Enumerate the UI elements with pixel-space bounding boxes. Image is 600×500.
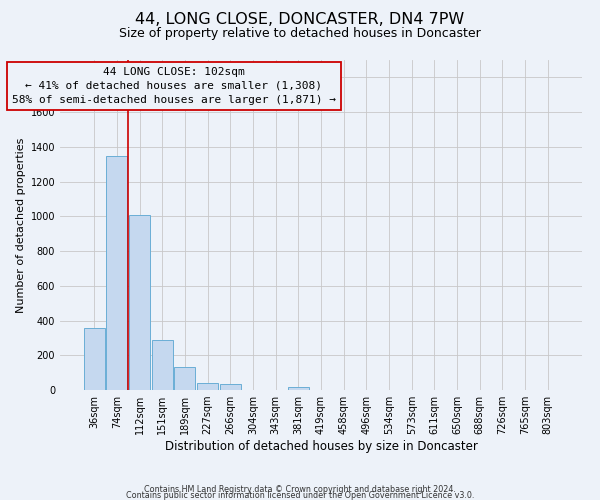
Text: 44 LONG CLOSE: 102sqm
← 41% of detached houses are smaller (1,308)
58% of semi-d: 44 LONG CLOSE: 102sqm ← 41% of detached … [11, 67, 335, 105]
Bar [84, 328, 104, 390]
Text: 44, LONG CLOSE, DONCASTER, DN4 7PW: 44, LONG CLOSE, DONCASTER, DN4 7PW [136, 12, 464, 28]
Bar [220, 384, 241, 390]
Bar [197, 383, 218, 390]
Text: Contains HM Land Registry data © Crown copyright and database right 2024.: Contains HM Land Registry data © Crown c… [144, 484, 456, 494]
Bar [175, 368, 196, 390]
Bar [152, 340, 173, 390]
X-axis label: Distribution of detached houses by size in Doncaster: Distribution of detached houses by size … [164, 440, 478, 453]
Y-axis label: Number of detached properties: Number of detached properties [16, 138, 26, 312]
Bar [129, 214, 150, 390]
Bar [106, 156, 127, 390]
Text: Size of property relative to detached houses in Doncaster: Size of property relative to detached ho… [119, 28, 481, 40]
Bar [288, 386, 309, 390]
Text: Contains public sector information licensed under the Open Government Licence v3: Contains public sector information licen… [126, 490, 474, 500]
